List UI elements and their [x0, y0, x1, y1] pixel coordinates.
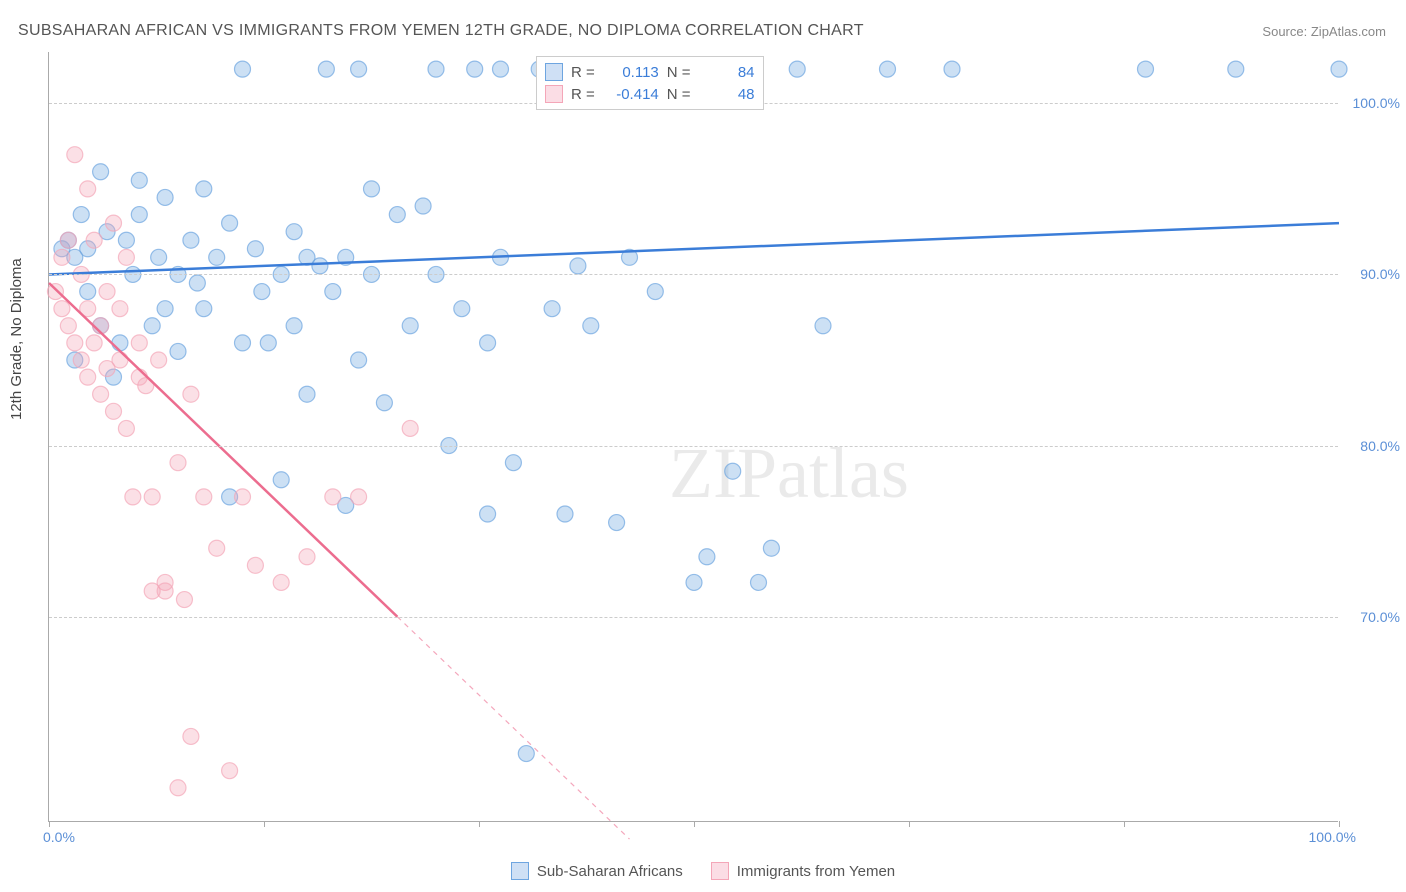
r-value-pink: -0.414: [603, 86, 659, 103]
y-tick-label: 100.0%: [1353, 95, 1400, 111]
legend-label: Sub-Saharan Africans: [537, 863, 683, 880]
r-value-blue: 0.113: [603, 64, 659, 81]
n-label: N =: [667, 64, 691, 81]
legend-swatch-pink: [711, 862, 729, 880]
legend-row-pink: R = -0.414 N = 48: [545, 83, 755, 105]
legend-swatch-blue: [511, 862, 529, 880]
source-link[interactable]: ZipAtlas.com: [1311, 24, 1386, 39]
r-label: R =: [571, 64, 595, 81]
x-tick-end: 100.0%: [1309, 829, 1356, 845]
legend-row-blue: R = 0.113 N = 84: [545, 61, 755, 83]
y-tick-label: 80.0%: [1360, 438, 1400, 454]
y-axis-label: 12th Grade, No Diploma: [8, 258, 25, 420]
y-tick-label: 70.0%: [1360, 609, 1400, 625]
source-label: Source:: [1262, 24, 1307, 39]
correlation-legend: R = 0.113 N = 84 R = -0.414 N = 48: [536, 56, 764, 110]
source-attribution: Source: ZipAtlas.com: [1262, 24, 1386, 39]
n-value-blue: 84: [699, 64, 755, 81]
scatter-plot-svg: [49, 52, 1338, 821]
legend-swatch-pink: [545, 85, 563, 103]
n-value-pink: 48: [699, 86, 755, 103]
legend-item-blue: Sub-Saharan Africans: [511, 862, 683, 880]
y-tick-label: 90.0%: [1360, 266, 1400, 282]
x-tick-start: 0.0%: [43, 829, 75, 845]
series-legend: Sub-Saharan Africans Immigrants from Yem…: [0, 862, 1406, 880]
r-label: R =: [571, 86, 595, 103]
legend-swatch-blue: [545, 63, 563, 81]
n-label: N =: [667, 86, 691, 103]
chart-title: SUBSAHARAN AFRICAN VS IMMIGRANTS FROM YE…: [18, 22, 864, 40]
legend-label: Immigrants from Yemen: [737, 863, 895, 880]
chart-plot-area: ZIPatlas 0.0% 100.0% 70.0%80.0%90.0%100.…: [48, 52, 1338, 822]
legend-item-pink: Immigrants from Yemen: [711, 862, 895, 880]
